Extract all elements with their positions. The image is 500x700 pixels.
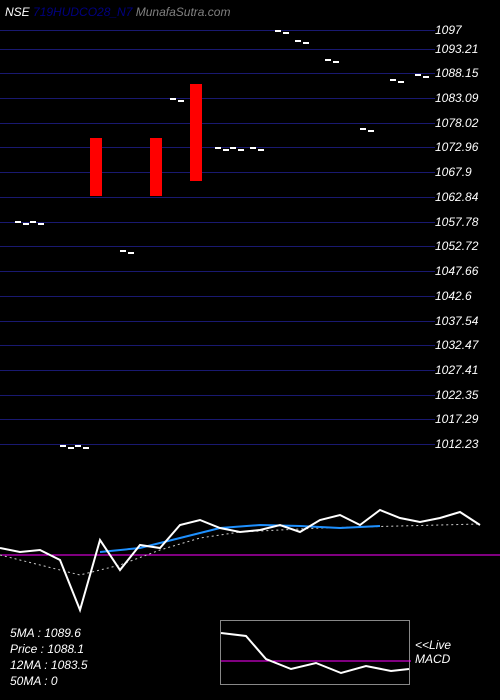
gridline <box>0 321 435 322</box>
candle-dash <box>368 130 374 132</box>
gridline <box>0 123 435 124</box>
y-axis-label: 1062.84 <box>435 190 495 204</box>
y-axis-label: 1052.72 <box>435 239 495 253</box>
gridline <box>0 419 435 420</box>
gridline <box>0 296 435 297</box>
candle-dash <box>83 447 89 449</box>
candle-dash <box>360 128 366 130</box>
y-axis-label: 1012.23 <box>435 437 495 451</box>
candle-dash <box>68 447 74 449</box>
candle-dash <box>128 252 134 254</box>
candle-dash <box>230 147 236 149</box>
candle-dash <box>250 147 256 149</box>
title-source: MunafaSutra.com <box>132 5 230 19</box>
macd-svg <box>221 621 411 686</box>
gridline <box>0 30 435 31</box>
candle-dash <box>215 147 221 149</box>
candle-dash <box>398 81 404 83</box>
gridline <box>0 197 435 198</box>
y-axis-label: 1037.54 <box>435 314 495 328</box>
candle-dash <box>333 61 339 63</box>
y-axis-label: 1072.96 <box>435 140 495 154</box>
candle-dash <box>303 42 309 44</box>
candle-dash <box>258 149 264 151</box>
candle-dash <box>295 40 301 42</box>
y-axis-label: 1083.09 <box>435 91 495 105</box>
y-axis-label: 1032.47 <box>435 338 495 352</box>
candle-red <box>90 138 102 197</box>
candle-dash <box>120 250 126 252</box>
y-axis-label: 1027.41 <box>435 363 495 377</box>
gridline <box>0 395 435 396</box>
candle-dash <box>170 98 176 100</box>
y-axis-label: 1097 <box>435 23 495 37</box>
candle-dash <box>283 32 289 34</box>
macd-label: <<Live MACD <box>415 638 451 666</box>
indicator-svg <box>0 470 500 620</box>
gridline <box>0 222 435 223</box>
gridline <box>0 370 435 371</box>
y-axis-label: 1078.02 <box>435 116 495 130</box>
macd-inset <box>220 620 410 685</box>
candle-dash <box>75 445 81 447</box>
candle-red <box>150 138 162 197</box>
gridline <box>0 172 435 173</box>
candle-dash <box>60 445 66 447</box>
stats-panel: 5MA : 1089.6 Price : 1088.1 12MA : 1083.… <box>10 625 88 689</box>
gridline <box>0 271 435 272</box>
candle-dash <box>15 221 21 223</box>
title-exchange: NSE <box>5 5 33 19</box>
y-axis-label: 1017.29 <box>435 412 495 426</box>
stat-12ma: 12MA : 1083.5 <box>10 657 88 673</box>
stat-5ma: 5MA : 1089.6 <box>10 625 88 641</box>
candle-dash <box>223 149 229 151</box>
stat-50ma: 50MA : 0 <box>10 673 88 689</box>
candle-dash <box>325 59 331 61</box>
candle-dash <box>23 223 29 225</box>
candle-dash <box>38 223 44 225</box>
gridline <box>0 73 435 74</box>
candle-dash <box>30 221 36 223</box>
candle-dash <box>415 74 421 76</box>
y-axis-label: 1047.66 <box>435 264 495 278</box>
price-chart <box>0 30 435 460</box>
candle-red <box>190 84 202 182</box>
candle-dash <box>178 100 184 102</box>
chart-title: NSE 719HUDCO28_N7 MunafaSutra.com <box>5 5 230 19</box>
y-axis-label: 1022.35 <box>435 388 495 402</box>
candle-dash <box>423 76 429 78</box>
gridline <box>0 98 435 99</box>
y-axis-label: 1093.21 <box>435 42 495 56</box>
gridline <box>0 345 435 346</box>
gridline <box>0 49 435 50</box>
candle-dash <box>238 149 244 151</box>
candle-dash <box>275 30 281 32</box>
indicator-chart <box>0 470 500 620</box>
y-axis-label: 1042.6 <box>435 289 495 303</box>
y-axis-label: 1057.78 <box>435 215 495 229</box>
y-axis-label: 1067.9 <box>435 165 495 179</box>
title-symbol: 719HUDCO28_N7 <box>33 5 132 19</box>
stat-price: Price : 1088.1 <box>10 641 88 657</box>
y-axis-label: 1088.15 <box>435 66 495 80</box>
candle-dash <box>390 79 396 81</box>
gridline <box>0 246 435 247</box>
